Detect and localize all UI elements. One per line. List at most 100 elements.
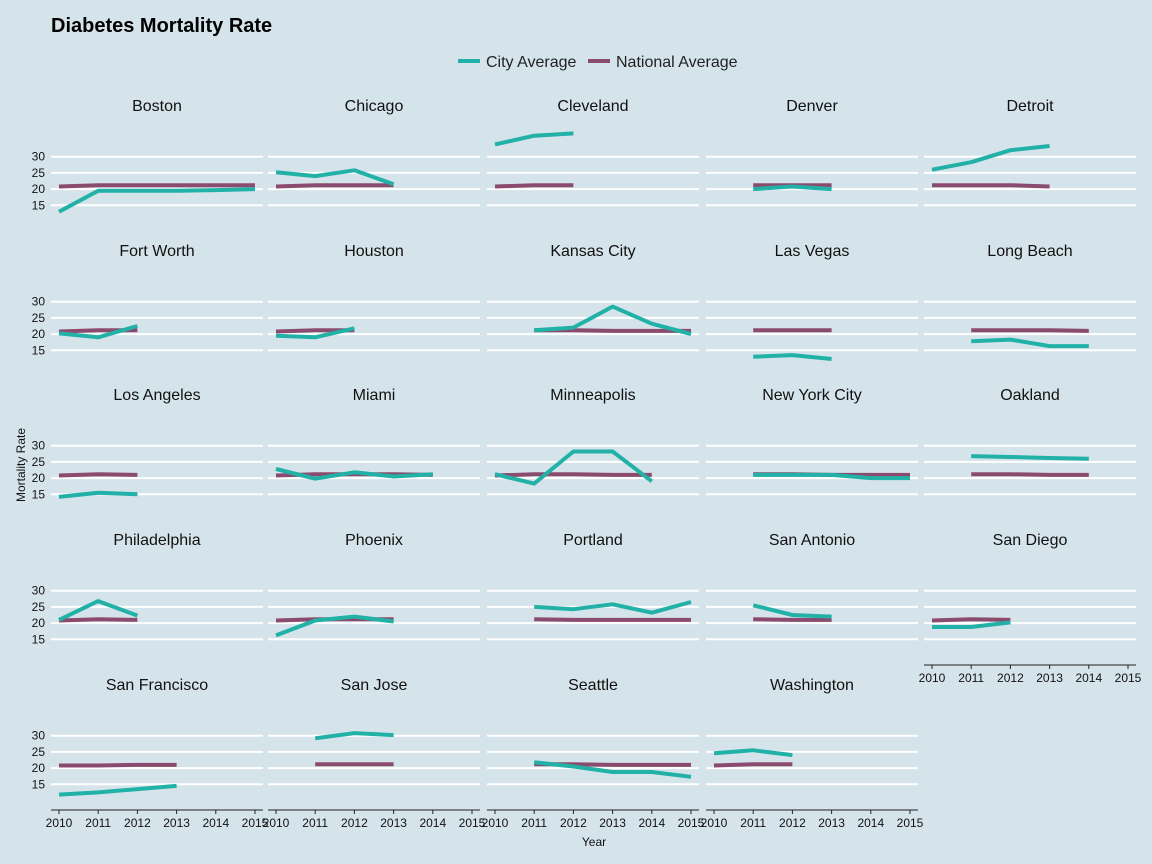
y-tick-label: 25: [32, 166, 46, 180]
city-average-line: [494, 131, 574, 147]
y-tick-label: 15: [32, 198, 46, 212]
facet-title: Phoenix: [345, 532, 403, 549]
facet-boston: Boston 15 20 25 30: [32, 98, 263, 214]
x-tick-label: 2015: [678, 816, 705, 830]
y-tick-label: 30: [32, 150, 46, 164]
x-tick-label: 2015: [242, 816, 269, 830]
y-tick-label: 25: [32, 455, 46, 469]
national-average-line: [971, 472, 1089, 477]
national-average-line: [59, 762, 177, 768]
y-tick-label: 25: [32, 600, 46, 614]
x-tick-label: 2015: [459, 816, 486, 830]
facet-title: Boston: [132, 98, 182, 115]
x-tick-label: 2014: [202, 816, 229, 830]
national-average-line: [971, 328, 1089, 333]
national-average-line: [932, 183, 1050, 189]
city-average-line: [58, 783, 177, 797]
national-average-line: [713, 762, 793, 768]
chart-title: Diabetes Mortality Rate: [51, 15, 272, 37]
city-average-line: [753, 353, 832, 361]
facet-phoenix: Phoenix: [268, 532, 480, 641]
national-average-line: [494, 183, 574, 189]
city-average-line: [932, 620, 1011, 629]
facet-long-beach: Long Beach: [924, 243, 1136, 352]
city-average-line: [534, 600, 692, 615]
city-average-line: [971, 337, 1089, 349]
x-tick-label: 2011: [958, 671, 984, 685]
x-tick-label: 2014: [857, 816, 884, 830]
y-tick-label: 15: [32, 632, 46, 646]
y-tick-label: 25: [32, 745, 46, 759]
facet-title: Minneapolis: [550, 387, 635, 404]
facet-washington: Washington 2010 2011 2012 2013 2014 2015: [701, 677, 924, 830]
city-average-line: [275, 614, 394, 638]
y-tick-label: 20: [32, 471, 46, 485]
facet-grid: Boston 15 20 25 30 Chicago Cleveland Denver Detr…: [32, 98, 1142, 830]
national-average-line: [494, 472, 652, 478]
x-tick-label: 2013: [599, 816, 626, 830]
city-average-line: [752, 603, 832, 619]
x-tick-label: 2010: [263, 816, 290, 830]
facet-title: Philadelphia: [113, 532, 200, 549]
x-tick-label: 2011: [85, 816, 111, 830]
legend-city-label: City Average: [486, 54, 577, 71]
x-tick-label: 2011: [740, 816, 766, 830]
city-average-line: [534, 304, 692, 337]
facet-title: San Antonio: [769, 532, 855, 549]
facet-kansas-city: Kansas City: [487, 243, 699, 352]
city-average-line: [275, 168, 395, 187]
facet-denver: Denver: [706, 98, 918, 207]
y-tick-label: 30: [32, 295, 46, 309]
city-average-line: [58, 324, 138, 340]
facet-cleveland: Cleveland: [487, 98, 699, 207]
x-tick-label: 2011: [302, 816, 328, 830]
facet-seattle: Seattle 2010 2011 2012 2013 2014 2015: [482, 677, 705, 830]
facet-san-diego: San Diego 2010 2011 2012 2013 2014 2015: [919, 532, 1142, 685]
x-tick-label: 2010: [919, 671, 946, 685]
y-tick-label: 20: [32, 761, 46, 775]
y-tick-label: 30: [32, 584, 46, 598]
facet-miami: Miami: [268, 387, 480, 496]
facet-title: Long Beach: [987, 243, 1072, 260]
x-tick-label: 2014: [638, 816, 665, 830]
facet-san-francisco: San Francisco 15 20 25 30 2010 2011 2012 2013 201…: [32, 677, 269, 830]
y-tick-label: 25: [32, 311, 46, 325]
facet-title: Washington: [770, 677, 854, 694]
city-average-line: [314, 731, 394, 741]
city-average-line: [58, 187, 256, 214]
facet-title: Portland: [563, 532, 623, 549]
city-average-line: [58, 599, 139, 622]
facet-title: Oakland: [1000, 387, 1060, 404]
city-average-line: [971, 454, 1089, 461]
x-tick-label: 2012: [779, 816, 806, 830]
facet-title: Los Angeles: [113, 387, 200, 404]
facet-title: New York City: [762, 387, 862, 404]
x-tick-label: 2012: [124, 816, 151, 830]
facet-title: Denver: [786, 98, 838, 115]
x-tick-label: 2013: [1036, 671, 1063, 685]
facet-title: Las Vegas: [775, 243, 850, 260]
x-tick-label: 2012: [560, 816, 587, 830]
national-average-line: [58, 617, 138, 623]
facet-houston: Houston: [268, 243, 480, 352]
facet-las-vegas: Las Vegas: [706, 243, 918, 361]
national-average-line: [58, 183, 255, 189]
city-average-line: [713, 748, 793, 758]
facet-san-antonio: San Antonio: [706, 532, 918, 641]
facet-title: Fort Worth: [119, 243, 194, 260]
city-average-line: [931, 144, 1050, 172]
legend: City Average National Average: [458, 54, 738, 71]
x-tick-label: 2013: [163, 816, 190, 830]
x-tick-label: 2015: [1115, 671, 1142, 685]
city-average-line: [275, 467, 433, 481]
x-axis-title: Year: [582, 835, 606, 849]
national-average-line: [534, 617, 691, 622]
x-tick-label: 2013: [818, 816, 845, 830]
facet-san-jose: San Jose 2010 2011 2012 2013 2014 2015: [263, 677, 486, 830]
y-tick-label: 15: [32, 777, 46, 791]
facet-title: Detroit: [1006, 98, 1054, 115]
facet-los-angeles: Los Angeles 15 20 25 30: [32, 387, 263, 501]
facet-title: Kansas City: [550, 243, 635, 260]
y-tick-label: 15: [32, 343, 46, 357]
